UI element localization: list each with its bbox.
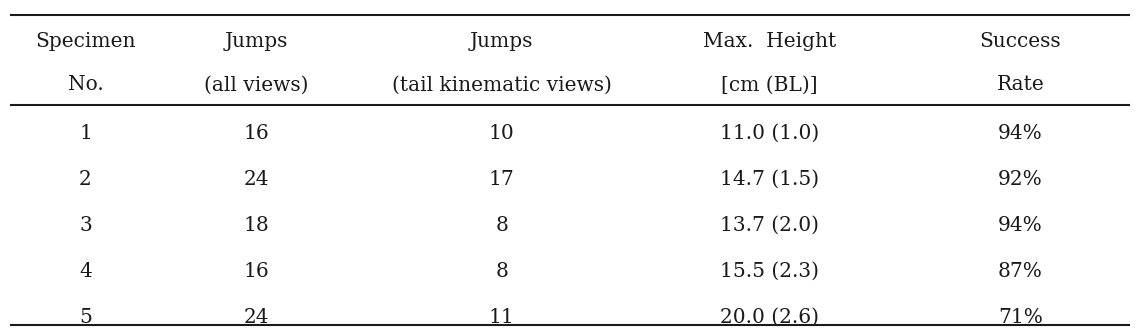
Text: Specimen: Specimen — [35, 32, 136, 51]
Text: 11: 11 — [489, 307, 514, 327]
Text: 4: 4 — [79, 261, 92, 281]
Text: 3: 3 — [79, 215, 92, 235]
Text: (tail kinematic views): (tail kinematic views) — [392, 75, 611, 95]
Text: 16: 16 — [244, 124, 269, 143]
Text: 94%: 94% — [998, 215, 1043, 235]
Text: (all views): (all views) — [204, 75, 309, 95]
Text: 5: 5 — [79, 307, 92, 327]
Text: 8: 8 — [495, 215, 508, 235]
Text: No.: No. — [67, 75, 104, 95]
Text: 13.7 (2.0): 13.7 (2.0) — [720, 215, 819, 235]
Text: Rate: Rate — [996, 75, 1044, 95]
Text: 18: 18 — [244, 215, 269, 235]
Text: 24: 24 — [244, 307, 269, 327]
Text: Jumps: Jumps — [470, 32, 534, 51]
Text: [cm (BL)]: [cm (BL)] — [722, 75, 817, 95]
Text: 11.0 (1.0): 11.0 (1.0) — [719, 124, 820, 143]
Text: 20.0 (2.6): 20.0 (2.6) — [720, 307, 819, 327]
Text: 2: 2 — [79, 169, 92, 189]
Text: 71%: 71% — [998, 307, 1043, 327]
Text: Max.  Height: Max. Height — [703, 32, 836, 51]
Text: 17: 17 — [489, 169, 514, 189]
Text: 16: 16 — [244, 261, 269, 281]
Text: 8: 8 — [495, 261, 508, 281]
Text: Jumps: Jumps — [225, 32, 288, 51]
Text: 1: 1 — [79, 124, 92, 143]
Text: Success: Success — [979, 32, 1061, 51]
Text: 10: 10 — [489, 124, 514, 143]
Text: 87%: 87% — [998, 261, 1043, 281]
Text: 14.7 (1.5): 14.7 (1.5) — [720, 169, 819, 189]
Text: 24: 24 — [244, 169, 269, 189]
Text: 15.5 (2.3): 15.5 (2.3) — [720, 261, 819, 281]
Text: 92%: 92% — [998, 169, 1043, 189]
Text: 94%: 94% — [998, 124, 1043, 143]
